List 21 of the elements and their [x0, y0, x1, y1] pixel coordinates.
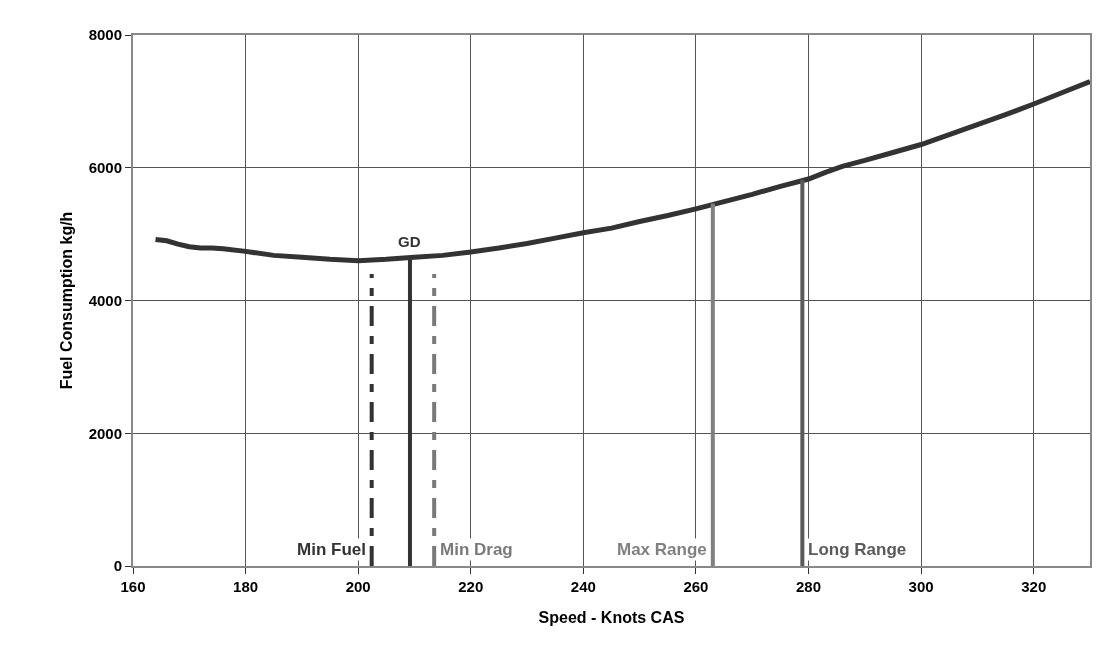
annotation: Min Drag	[440, 540, 513, 559]
x-tick-label: 260	[683, 578, 709, 595]
x-tick-label: 240	[570, 578, 596, 595]
y-tick-label: 2000	[88, 424, 122, 442]
x-tick-label: 220	[458, 578, 484, 595]
x-tick-label: 300	[908, 578, 934, 595]
x-tick-label: 280	[796, 578, 822, 595]
x-tick-label: 200	[345, 578, 371, 595]
annotation: Long Range	[808, 540, 907, 559]
y-tick-label: 8000	[88, 26, 122, 44]
annotation: Max Range	[617, 540, 707, 559]
annotation: GD	[398, 233, 421, 250]
x-axis-title: Speed - Knots CAS	[538, 609, 685, 627]
y-tick-label: 6000	[88, 159, 122, 176]
x-tick-label: 180	[233, 578, 259, 595]
y-tick-label: 0	[113, 557, 122, 575]
annotation: Min Fuel	[297, 540, 366, 559]
y-tick-label: 4000	[88, 291, 122, 309]
x-tick-label: 320	[1021, 578, 1047, 595]
y-axis-title: Fuel Consumption kg/h	[58, 211, 76, 390]
x-tick-label: 160	[120, 578, 146, 595]
